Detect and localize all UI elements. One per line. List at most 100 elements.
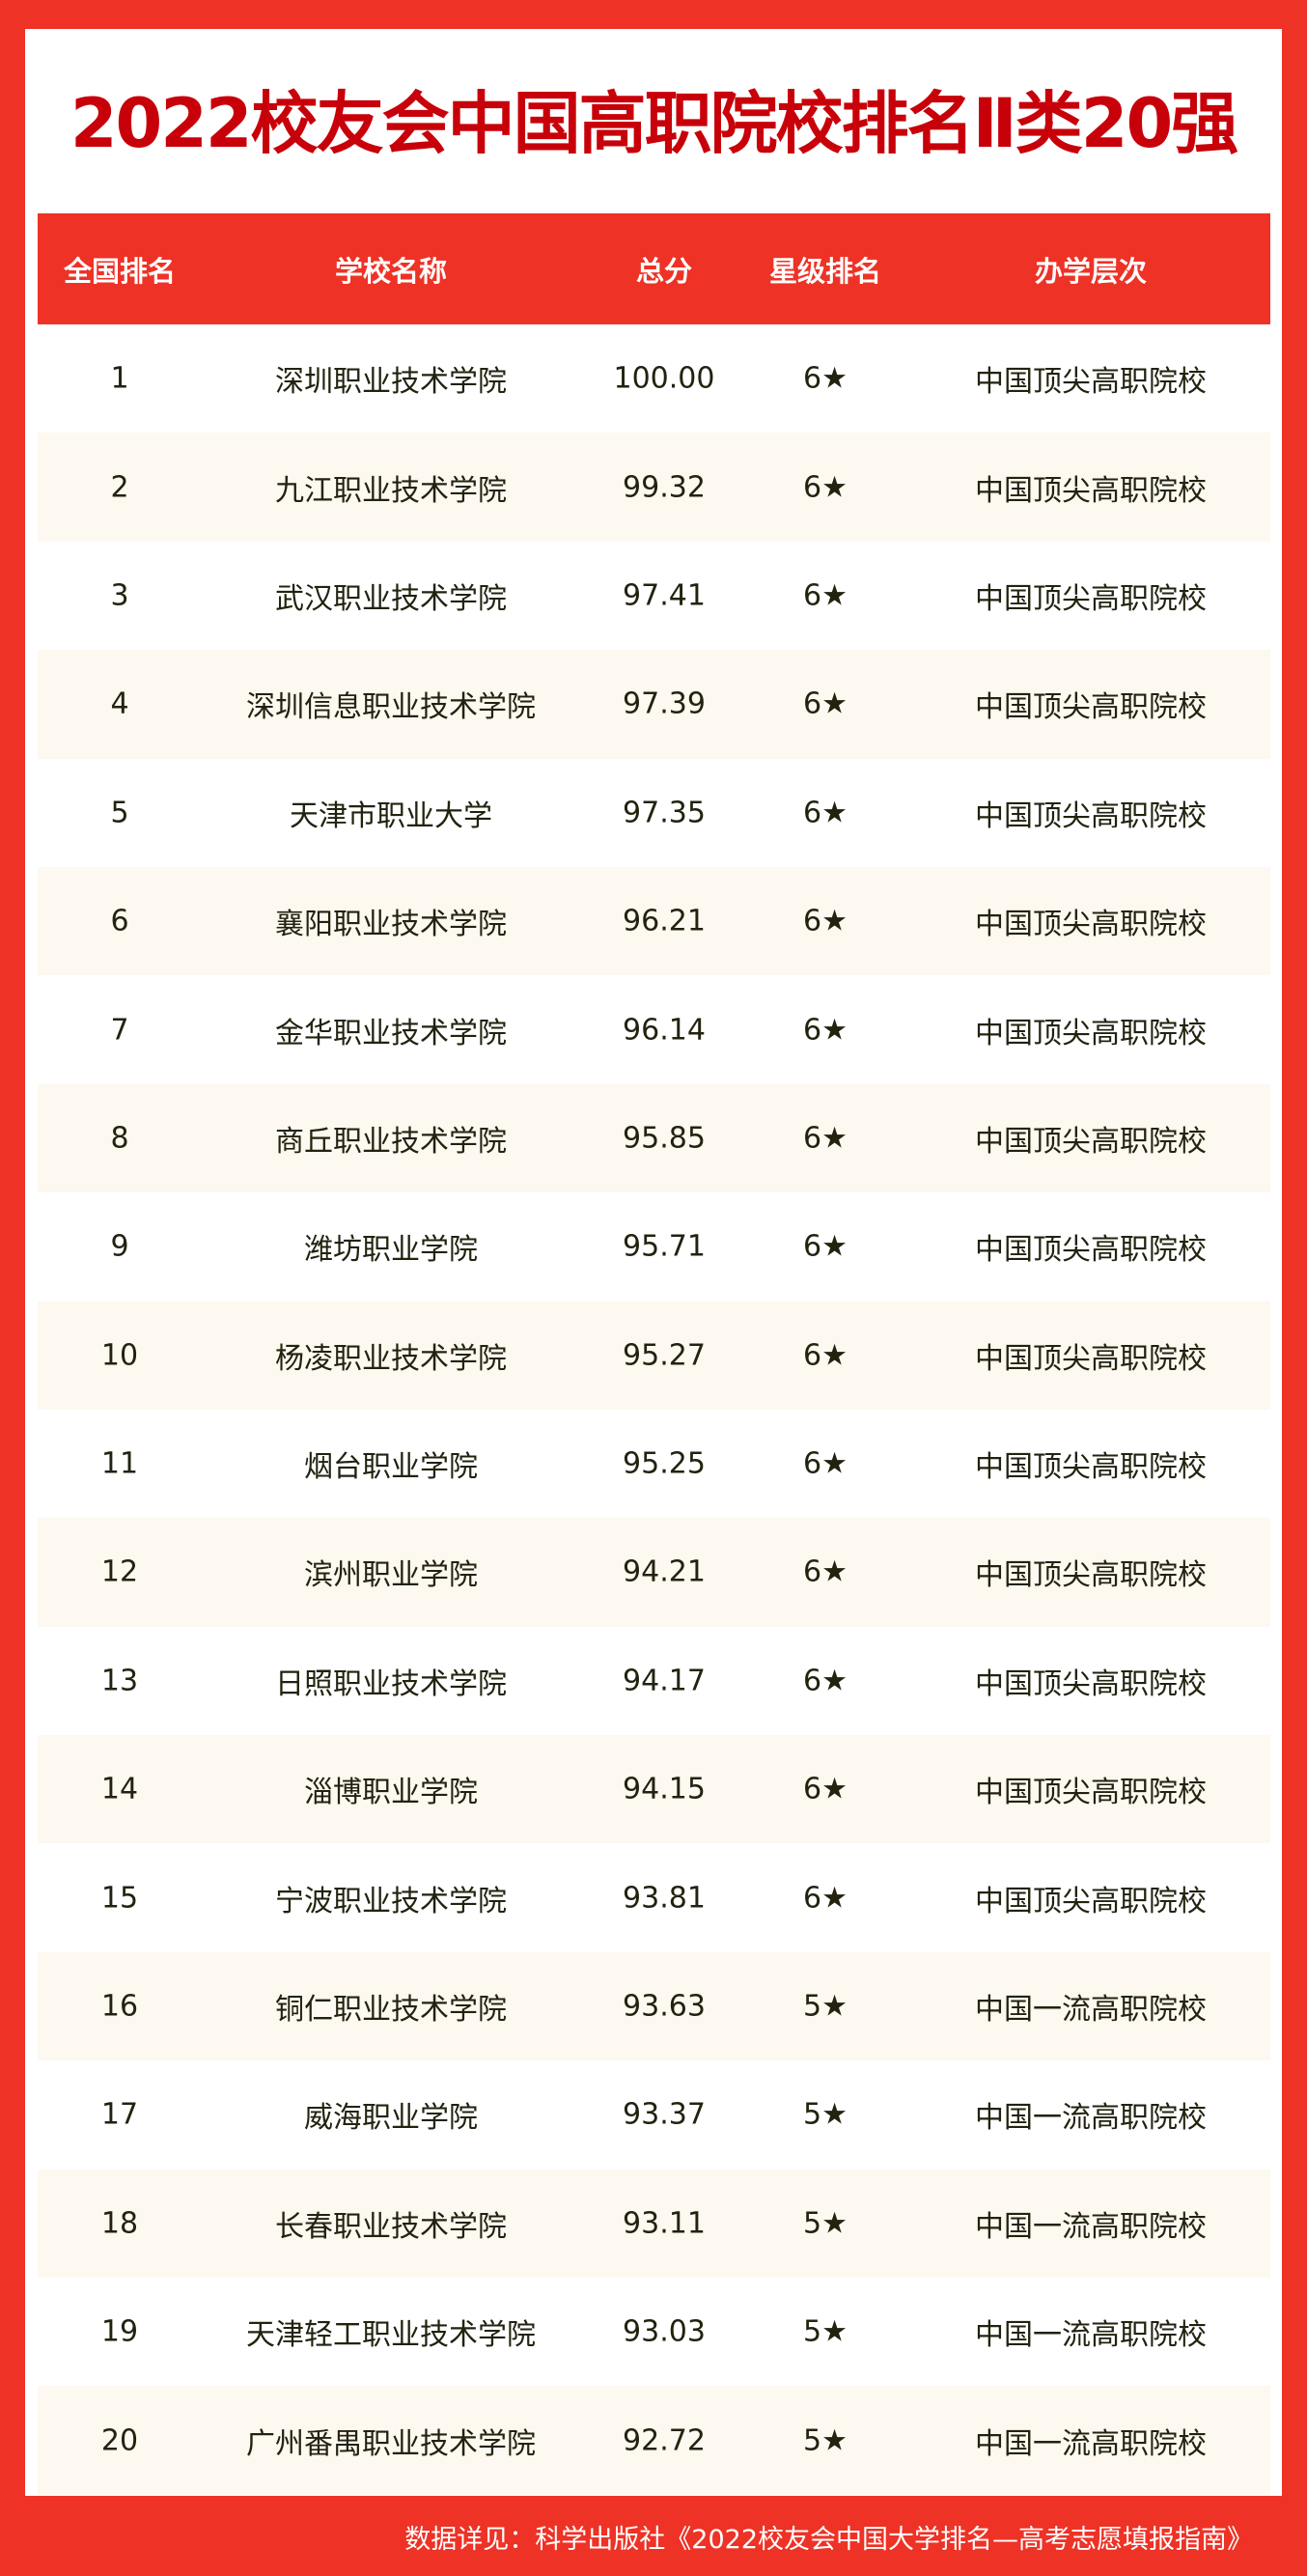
cell-school: 广州番禺职业技术学院 [246,2426,536,2461]
cell-score: 97.35 [623,796,706,830]
cell-star: 6★ [803,1881,848,1916]
cell-star: 5★ [803,2423,848,2458]
cell-score: 96.21 [623,904,706,938]
cell-star: 6★ [803,1664,848,1698]
cell-school: 日照职业技术学院 [275,1666,507,1701]
cell-rank: 4 [110,686,129,721]
cell-score: 93.81 [623,1881,706,1916]
cell-level: 中国一流高职院校 [975,2318,1207,2353]
cell-rank: 8 [110,1121,129,1156]
cell-school: 杨凌职业技术学院 [275,1341,507,1376]
cell-school: 深圳职业技术学院 [275,365,507,400]
cell-star: 6★ [803,1554,848,1589]
cell-level: 中国顶尖高职院校 [975,365,1207,400]
source-note: 数据详见：科学出版社《2022校友会中国大学排名—高考志愿填报指南》 [404,2525,1253,2555]
cell-rank: 14 [100,1772,139,1806]
cell-level: 中国顶尖高职院校 [975,473,1207,508]
cell-school: 金华职业技术学院 [275,1016,507,1050]
table-row: 15 宁波职业技术学院 93.81 6★ 中国顶尖高职院校 [38,1843,1270,1951]
cell-level: 中国顶尖高职院校 [975,1558,1207,1593]
cell-school: 滨州职业学院 [304,1558,478,1593]
cell-rank: 19 [100,2314,139,2349]
cell-rank: 13 [100,1664,139,1698]
cell-level: 中国顶尖高职院校 [975,1016,1207,1050]
table-row: 13 日照职业技术学院 94.17 6★ 中国顶尖高职院校 [38,1627,1270,1735]
table-row: 19 天津轻工职业技术学院 93.03 5★ 中国一流高职院校 [38,2278,1270,2386]
table-row: 7 金华职业技术学院 96.14 6★ 中国顶尖高职院校 [38,975,1270,1083]
cell-score: 95.27 [623,1338,706,1373]
cell-score: 95.85 [623,1121,706,1156]
cell-level: 中国顶尖高职院校 [975,1233,1207,1268]
cell-score: 95.25 [623,1446,706,1481]
cell-rank: 16 [100,1989,139,2024]
cell-score: 97.39 [623,686,706,721]
cell-star: 5★ [803,1989,848,2024]
cell-rank: 9 [110,1229,129,1264]
cell-school: 襄阳职业技术学院 [275,908,507,942]
cell-star: 6★ [803,904,848,938]
cell-school: 威海职业学院 [304,2101,478,2136]
cell-rank: 5 [110,796,129,830]
table-row: 8 商丘职业技术学院 95.85 6★ 中国顶尖高职院校 [38,1083,1270,1193]
cell-star: 6★ [803,1013,848,1048]
cell-rank: 20 [100,2423,139,2458]
table-row: 1 深圳职业技术学院 100.00 6★ 中国顶尖高职院校 [38,324,1270,433]
cell-rank: 15 [100,1881,139,1916]
header-level: 办学层次 [1034,254,1148,288]
cell-star: 6★ [803,1121,848,1156]
cell-school: 武汉职业技术学院 [275,581,507,616]
cell-level: 中国顶尖高职院校 [975,798,1207,833]
cell-school: 淄博职业学院 [304,1776,478,1810]
cell-rank: 6 [110,904,129,938]
cell-level: 中国顶尖高职院校 [975,1341,1207,1376]
ranking-table: 全国排名 学校名称 总分 星级排名 办学层次 1 深圳职业技术学院 100.00 6★… [38,213,1270,2495]
cell-school: 深圳信息职业技术学院 [246,690,536,725]
cell-rank: 3 [110,578,129,613]
cell-level: 中国顶尖高职院校 [975,1884,1207,1918]
cell-level: 中国顶尖高职院校 [975,1666,1207,1701]
table-row: 18 长春职业技术学院 93.11 5★ 中国一流高职院校 [38,2169,1270,2279]
cell-rank: 1 [110,361,129,396]
table-row: 20 广州番禺职业技术学院 92.72 5★ 中国一流高职院校 [38,2386,1270,2495]
cell-rank: 18 [100,2206,139,2241]
cell-level: 中国顶尖高职院校 [975,908,1207,942]
cell-rank: 7 [110,1013,129,1048]
cell-star: 6★ [803,361,848,396]
table-row: 3 武汉职业技术学院 97.41 6★ 中国顶尖高职院校 [38,542,1270,650]
cell-star: 6★ [803,470,848,505]
cell-star: 6★ [803,686,848,721]
cell-score: 99.32 [623,470,706,505]
table-row: 9 潍坊职业学院 95.71 6★ 中国顶尖高职院校 [38,1192,1270,1301]
cell-level: 中国顶尖高职院校 [975,1450,1207,1485]
cell-star: 6★ [803,796,848,830]
cell-score: 93.37 [623,2097,706,2132]
table-row: 5 天津市职业大学 97.35 6★ 中国顶尖高职院校 [38,759,1270,867]
cell-school: 商丘职业技术学院 [275,1124,507,1159]
cell-score: 92.72 [623,2423,706,2458]
cell-score: 93.03 [623,2314,706,2349]
cell-score: 94.21 [623,1554,706,1589]
table-row: 4 深圳信息职业技术学院 97.39 6★ 中国顶尖高职院校 [38,650,1270,759]
table-row: 17 威海职业学院 93.37 5★ 中国一流高职院校 [38,2060,1270,2169]
table-row: 2 九江职业技术学院 99.32 6★ 中国顶尖高职院校 [38,433,1270,542]
cell-level: 中国一流高职院校 [975,1993,1207,2028]
cell-score: 97.41 [623,578,706,613]
page-title: 2022校友会中国高职院校排名Ⅱ类20强 [70,84,1238,163]
cell-star: 6★ [803,1446,848,1481]
cell-level: 中国一流高职院校 [975,2426,1207,2461]
cell-school: 潍坊职业学院 [304,1233,478,1268]
cell-score: 96.14 [623,1013,706,1048]
cell-rank: 2 [110,470,129,505]
cell-score: 93.63 [623,1989,706,2024]
cell-level: 中国一流高职院校 [975,2209,1207,2244]
cell-level: 中国一流高职院校 [975,2101,1207,2136]
cell-rank: 17 [100,2097,139,2132]
table-header: 全国排名 学校名称 总分 星级排名 办学层次 [38,213,1270,324]
table-row: 6 襄阳职业技术学院 96.21 6★ 中国顶尖高职院校 [38,866,1270,976]
cell-score: 95.71 [623,1229,706,1264]
cell-score: 94.15 [623,1772,706,1806]
cell-score: 100.00 [613,361,715,396]
header-rank: 全国排名 [63,254,177,288]
cell-rank: 11 [100,1446,139,1481]
table-row: 11 烟台职业学院 95.25 6★ 中国顶尖高职院校 [38,1410,1270,1518]
